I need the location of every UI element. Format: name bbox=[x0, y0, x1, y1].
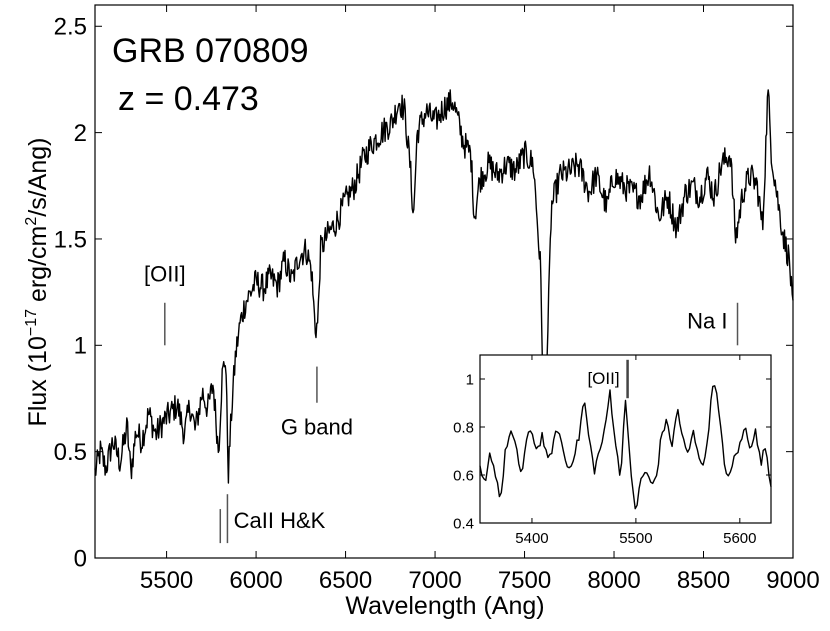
inset-spectrum-line bbox=[479, 385, 772, 510]
main-y-tick-label: 0.5 bbox=[54, 439, 87, 466]
main-x-tick-label: 9000 bbox=[766, 567, 819, 594]
chart-subtitle: z = 0.473 bbox=[118, 80, 259, 118]
inset-y-tick-label: 0.4 bbox=[453, 515, 474, 532]
main-x-tick-label: 7000 bbox=[408, 567, 461, 594]
y-axis-label-exp2: 2 bbox=[23, 217, 40, 226]
main-x-tick-label: 7500 bbox=[498, 567, 551, 594]
main-annotation-label: Na I bbox=[687, 308, 727, 333]
inset-annotation-label: [OII] bbox=[587, 369, 619, 388]
chart-title: GRB 070809 bbox=[112, 32, 309, 70]
main-y-tick-label: 2.5 bbox=[54, 14, 87, 41]
inset-y-tick-label: 1 bbox=[466, 371, 474, 388]
inset-annotations: [OII] bbox=[587, 359, 629, 399]
main-annotations: [OII] CaII H&K G band Na I bbox=[144, 262, 739, 544]
main-y-tick-label: 0 bbox=[74, 545, 87, 572]
main-annotation-label: [OII] bbox=[144, 262, 186, 287]
x-axis-label: Wavelength (Ang) bbox=[345, 592, 544, 620]
y-axis-label-exp1: −17 bbox=[23, 309, 40, 336]
inset-x-tick-label: 5400 bbox=[515, 530, 548, 547]
inset-x-tick-label: 5500 bbox=[619, 530, 652, 547]
inset-ticks: 5400 5500 5600 0.4 0.6 0.8 1 bbox=[453, 355, 771, 547]
main-y-tick-label: 2 bbox=[74, 120, 87, 147]
main-y-tick-label: 1.5 bbox=[54, 226, 87, 253]
main-y-tick-label: 1 bbox=[74, 333, 87, 360]
main-spectrum-line bbox=[94, 89, 794, 484]
main-x-tick-label: 8500 bbox=[677, 567, 730, 594]
main-x-tick-label: 5500 bbox=[140, 567, 193, 594]
main-x-tick-label: 8000 bbox=[587, 567, 640, 594]
y-axis-label-mid: erg/cm bbox=[24, 226, 52, 309]
inset-plot-frame bbox=[479, 354, 772, 524]
main-annotation-label: CaII H&K bbox=[234, 508, 326, 533]
inset-y-tick-label: 0.8 bbox=[453, 419, 474, 436]
main-annotation-label: G band bbox=[281, 415, 353, 440]
inset-plot: 5400 5500 5600 0.4 0.6 0.8 1 [OII] bbox=[453, 354, 772, 547]
main-x-tick-label: 6000 bbox=[229, 567, 282, 594]
y-axis-label-prefix: Flux (10 bbox=[24, 336, 52, 426]
main-ticks: 5500 6000 6500 7000 7500 8000 8500 9000 0 0.5 1 1.5… bbox=[54, 5, 820, 594]
y-axis-label: Flux (10−17 erg/cm2/s/Ang) bbox=[23, 138, 52, 427]
main-plot: 5500 6000 6500 7000 7500 8000 8500 9000 0 0.5 1 1.5… bbox=[23, 4, 820, 620]
main-x-tick-label: 6500 bbox=[319, 567, 372, 594]
y-axis-label-suffix: /s/Ang) bbox=[24, 138, 52, 217]
inset-x-tick-label: 5600 bbox=[723, 530, 756, 547]
inset-y-tick-label: 0.6 bbox=[453, 467, 474, 484]
